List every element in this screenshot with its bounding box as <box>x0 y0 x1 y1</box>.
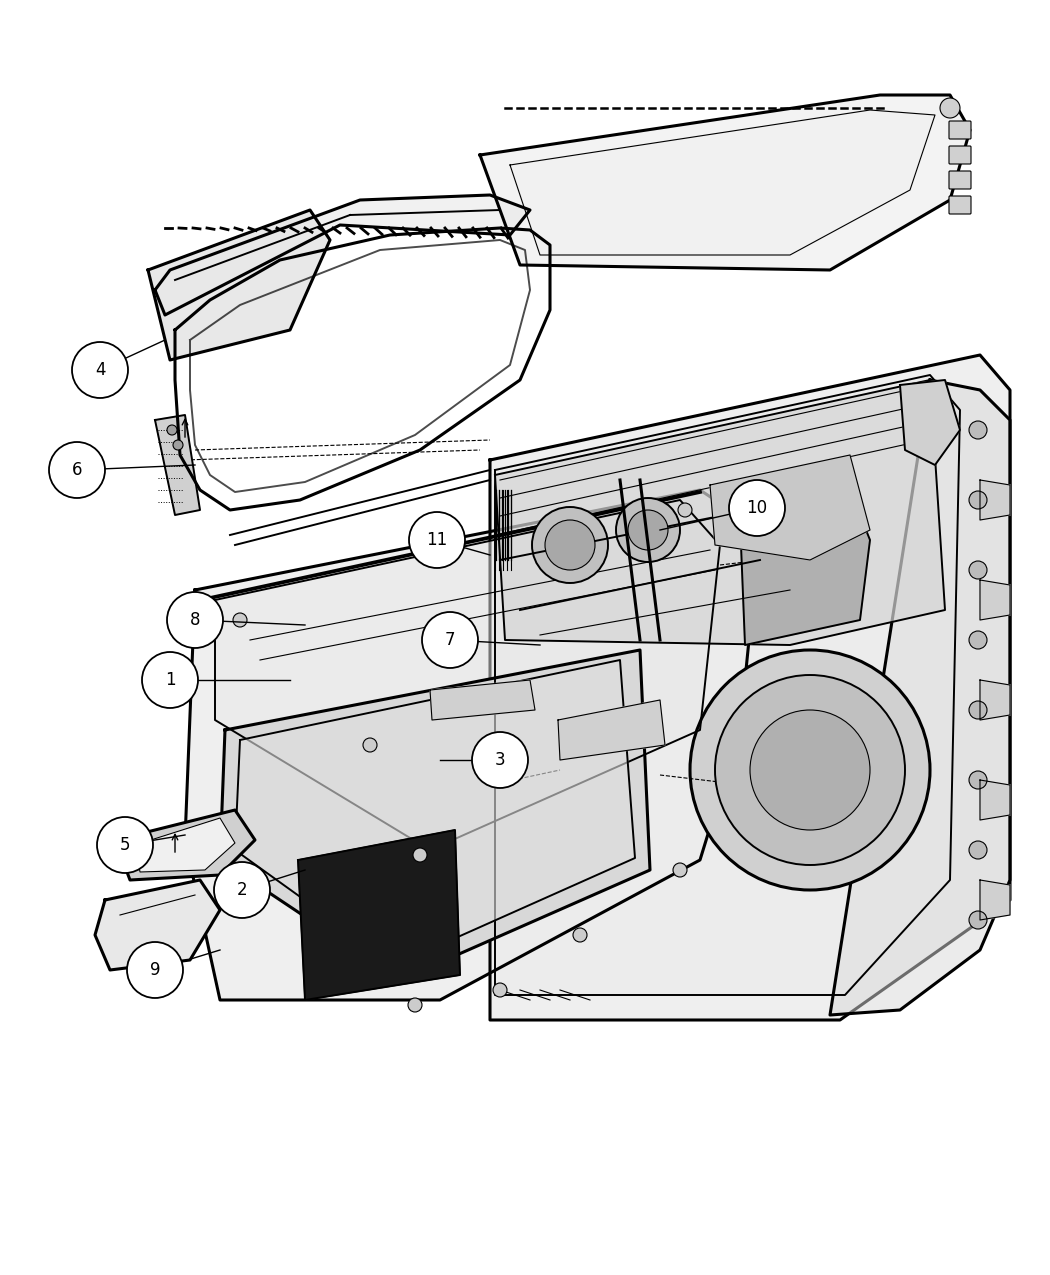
Polygon shape <box>116 810 255 880</box>
Circle shape <box>940 98 960 119</box>
Text: 7: 7 <box>445 631 456 649</box>
Text: 2: 2 <box>236 881 248 899</box>
Text: 10: 10 <box>747 499 768 516</box>
Circle shape <box>49 442 105 499</box>
Polygon shape <box>830 380 1010 1015</box>
Circle shape <box>545 520 595 570</box>
Circle shape <box>214 862 270 918</box>
Text: 11: 11 <box>426 530 447 550</box>
Polygon shape <box>495 380 945 645</box>
Circle shape <box>532 507 608 583</box>
Circle shape <box>472 732 528 788</box>
Circle shape <box>573 928 587 942</box>
Circle shape <box>969 701 987 719</box>
Circle shape <box>678 504 692 516</box>
Polygon shape <box>710 455 870 560</box>
FancyBboxPatch shape <box>949 171 971 189</box>
Polygon shape <box>558 700 665 760</box>
Circle shape <box>173 440 183 450</box>
Polygon shape <box>980 580 1010 620</box>
Circle shape <box>363 738 377 752</box>
Polygon shape <box>510 110 934 255</box>
Polygon shape <box>155 195 530 315</box>
Polygon shape <box>298 830 460 1000</box>
Polygon shape <box>235 660 635 965</box>
Polygon shape <box>980 780 1010 820</box>
Text: 8: 8 <box>190 611 201 629</box>
Polygon shape <box>220 650 650 980</box>
Polygon shape <box>155 414 200 515</box>
Circle shape <box>142 652 198 708</box>
Polygon shape <box>900 380 960 465</box>
Text: 1: 1 <box>165 671 175 688</box>
Circle shape <box>715 674 905 864</box>
Circle shape <box>628 510 668 550</box>
Polygon shape <box>148 210 330 360</box>
Circle shape <box>673 863 687 877</box>
Circle shape <box>969 771 987 789</box>
Polygon shape <box>135 819 235 872</box>
Circle shape <box>969 631 987 649</box>
Polygon shape <box>94 880 220 970</box>
Polygon shape <box>980 880 1010 921</box>
Circle shape <box>729 479 785 536</box>
Circle shape <box>969 491 987 509</box>
Circle shape <box>167 425 177 435</box>
Circle shape <box>233 613 247 627</box>
Circle shape <box>408 998 422 1012</box>
Polygon shape <box>480 96 970 270</box>
Text: 4: 4 <box>94 361 105 379</box>
Polygon shape <box>430 680 536 720</box>
Text: 3: 3 <box>495 751 505 769</box>
Circle shape <box>127 942 183 998</box>
Circle shape <box>616 499 680 562</box>
Polygon shape <box>215 500 720 850</box>
Polygon shape <box>980 680 1010 720</box>
Circle shape <box>97 817 153 873</box>
Circle shape <box>167 592 223 648</box>
Text: 6: 6 <box>71 462 82 479</box>
Circle shape <box>413 848 427 862</box>
Circle shape <box>969 561 987 579</box>
Circle shape <box>750 710 870 830</box>
Polygon shape <box>490 354 1010 1020</box>
Circle shape <box>969 912 987 929</box>
Circle shape <box>969 421 987 439</box>
FancyBboxPatch shape <box>949 196 971 214</box>
Circle shape <box>422 612 478 668</box>
Text: 9: 9 <box>150 961 161 979</box>
Circle shape <box>690 650 930 890</box>
Circle shape <box>138 845 148 856</box>
Polygon shape <box>980 479 1010 520</box>
Circle shape <box>410 513 465 567</box>
Polygon shape <box>495 375 960 994</box>
FancyBboxPatch shape <box>949 147 971 164</box>
FancyBboxPatch shape <box>949 121 971 139</box>
Polygon shape <box>185 490 760 1000</box>
Text: 5: 5 <box>120 836 130 854</box>
Circle shape <box>72 342 128 398</box>
Circle shape <box>494 983 507 997</box>
Polygon shape <box>740 490 870 645</box>
Circle shape <box>969 842 987 859</box>
